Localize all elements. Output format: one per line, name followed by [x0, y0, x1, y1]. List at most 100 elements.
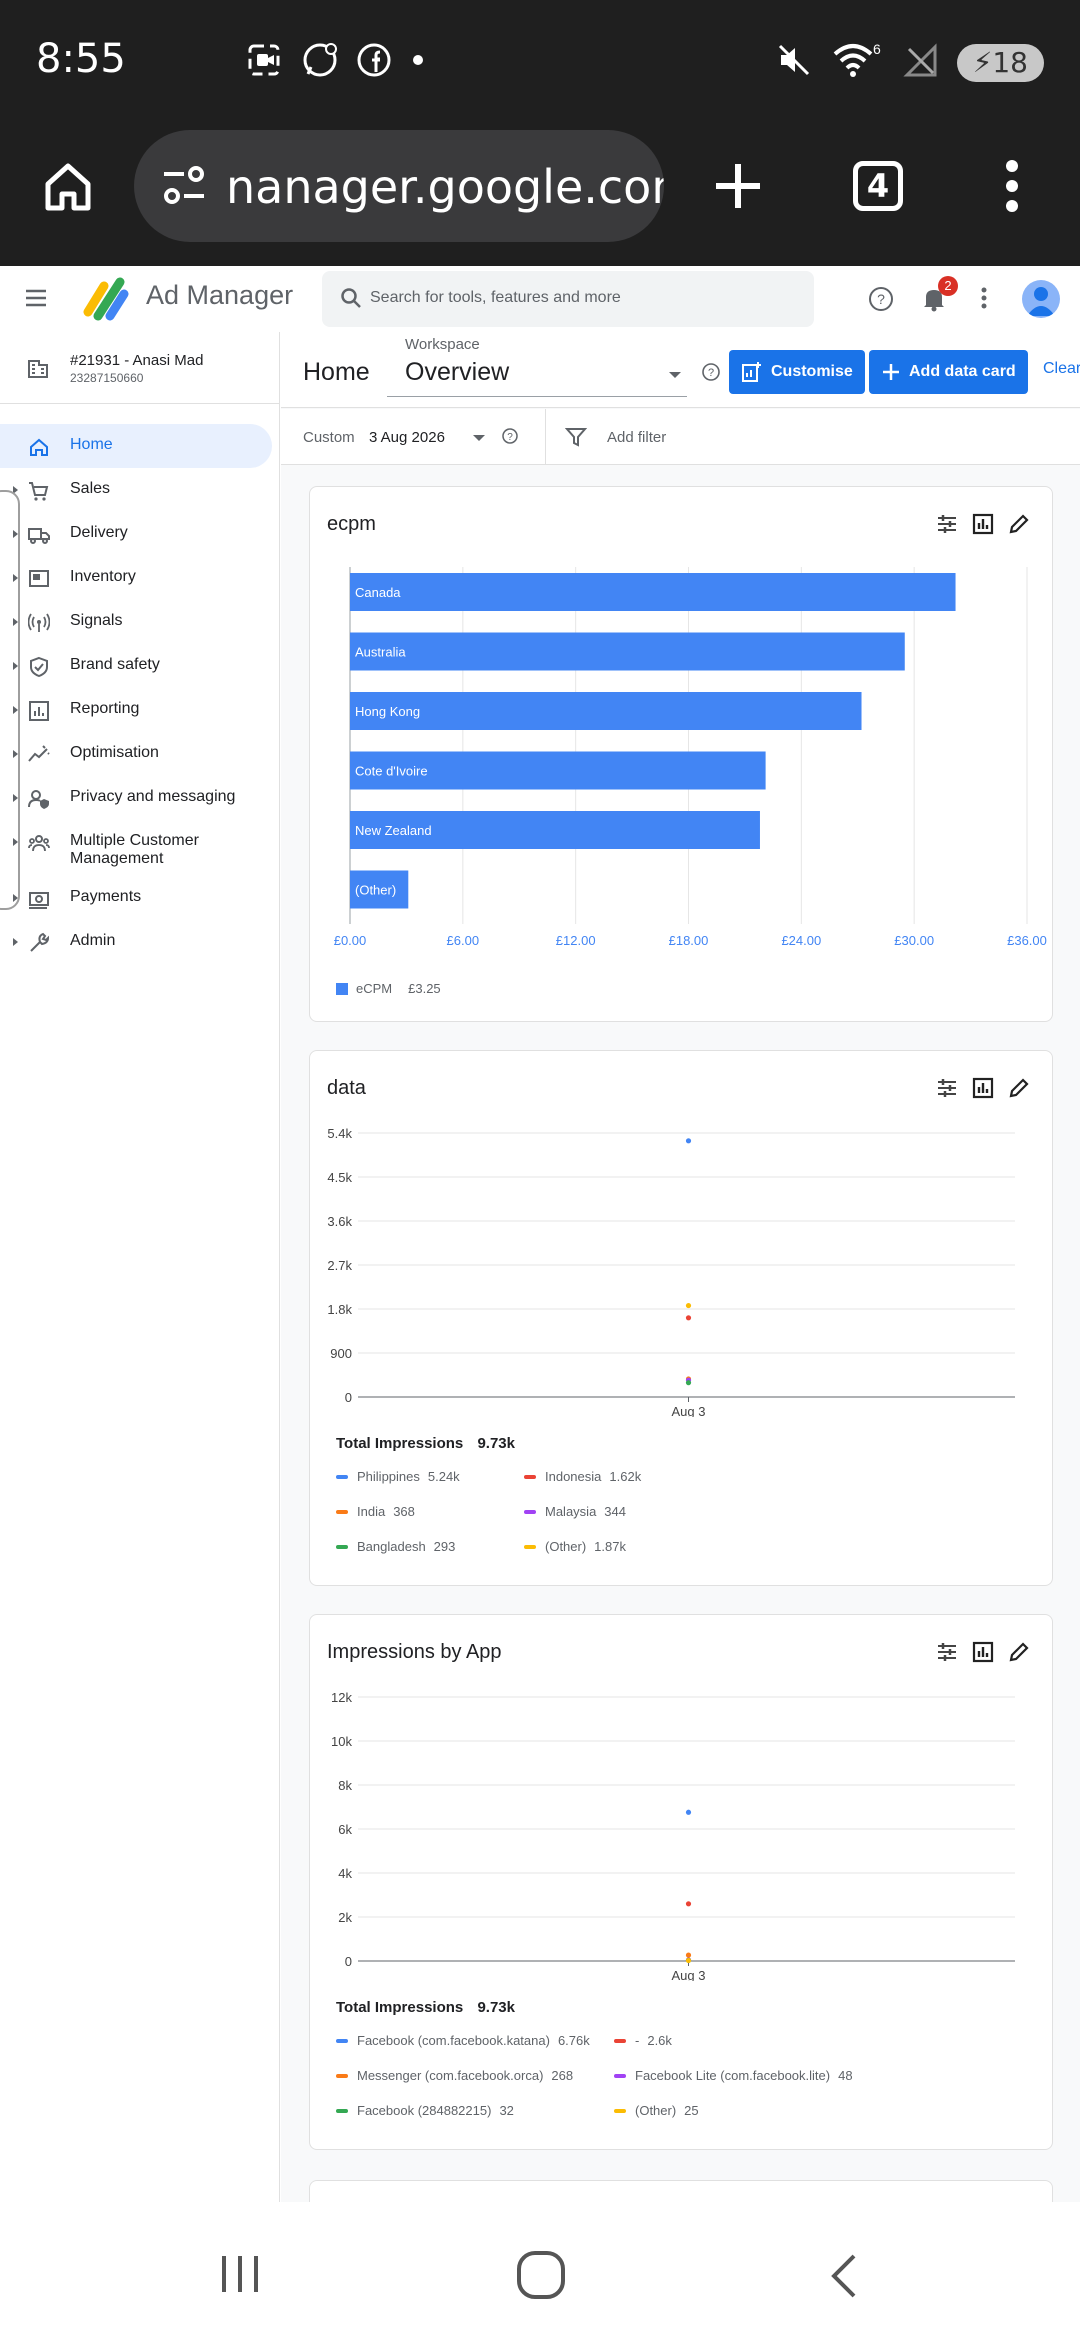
expand-arrow-icon[interactable] — [13, 706, 18, 714]
legend-name: Philippines — [357, 1469, 420, 1484]
avatar[interactable] — [1022, 280, 1060, 318]
legend-item[interactable]: Facebook (com.facebook.katana) 6.76k — [336, 2033, 590, 2048]
bar[interactable] — [350, 751, 766, 790]
expand-arrow-icon[interactable] — [13, 574, 18, 582]
wifi-badge: 6 — [873, 41, 881, 57]
back-button[interactable] — [826, 2252, 862, 2305]
chart-type-icon[interactable] — [972, 1077, 994, 1099]
app-more-button[interactable] — [980, 286, 988, 310]
expand-arrow-icon[interactable] — [13, 750, 18, 758]
date-range-select[interactable]: 3 Aug 2026 — [369, 429, 445, 446]
system-home-button[interactable] — [516, 2250, 566, 2305]
legend-item[interactable]: Messenger (com.facebook.orca) 268 — [336, 2068, 573, 2083]
chart-type-icon[interactable] — [972, 1641, 994, 1663]
x-tick-label: Aug 3 — [672, 1968, 706, 1981]
legend-item[interactable]: (Other) 25 — [614, 2103, 699, 2118]
new-tab-button[interactable] — [702, 150, 774, 222]
sidebar-item-privacy-and-messaging[interactable]: Privacy and messaging — [0, 776, 272, 820]
total-impressions: Total Impressions 9.73k — [336, 1435, 515, 1452]
bar[interactable] — [350, 811, 760, 849]
site-settings-icon[interactable] — [158, 160, 210, 217]
sidebar-item-inventory[interactable]: Inventory — [0, 556, 272, 600]
edge-handle[interactable] — [0, 490, 20, 910]
expand-arrow-icon[interactable] — [13, 486, 18, 494]
y-tick-label: 2.7k — [327, 1258, 352, 1273]
address-bar[interactable]: nanager.google.com — [134, 130, 664, 242]
sidebar-item-payments[interactable]: Payments — [0, 876, 272, 920]
date-help-icon[interactable]: ? — [501, 427, 519, 450]
data-point[interactable] — [685, 1809, 692, 1815]
legend-item[interactable]: Bangladesh 293 — [336, 1539, 455, 1554]
sidebar-item-sales[interactable]: Sales — [0, 468, 272, 512]
legend-item[interactable]: (Other) 1.87k — [524, 1539, 626, 1554]
legend-item[interactable]: Facebook (284882215) 32 — [336, 2103, 514, 2118]
browser-home-button[interactable] — [32, 150, 104, 222]
legend-swatch — [336, 2073, 348, 2078]
dropdown-arrow-icon[interactable] — [669, 372, 681, 378]
data-point[interactable] — [685, 1957, 692, 1964]
expand-arrow-icon[interactable] — [13, 530, 18, 538]
data-point[interactable] — [685, 1952, 692, 1958]
data-point[interactable] — [685, 1380, 692, 1386]
tune-icon[interactable] — [936, 513, 958, 535]
expand-arrow-icon[interactable] — [13, 938, 18, 946]
sidebar-item-signals[interactable]: Signals — [0, 600, 272, 644]
sidebar-item-brand-safety[interactable]: Brand safety — [0, 644, 272, 688]
search-input[interactable]: Search for tools, features and more — [322, 271, 814, 327]
date-range-label: Custom — [303, 429, 355, 446]
x-tick-label: Aug 3 — [672, 1404, 706, 1417]
data-point[interactable] — [685, 1302, 692, 1309]
data-point[interactable] — [685, 1138, 692, 1144]
edit-icon[interactable] — [1008, 513, 1030, 535]
sidebar-item-reporting[interactable]: Reporting — [0, 688, 272, 732]
customise-button[interactable]: Customise — [729, 350, 865, 394]
sidebar-item-home[interactable]: Home — [0, 424, 272, 468]
edit-icon[interactable] — [1008, 1077, 1030, 1099]
y-tick-label: 1.8k — [327, 1302, 352, 1317]
legend-value: 2.6k — [647, 2033, 672, 2048]
sidebar-item-admin[interactable]: Admin — [0, 920, 272, 964]
legend-value: 293 — [433, 1539, 456, 1554]
help-button[interactable]: ? — [868, 286, 894, 312]
legend-item[interactable]: -2.6k — [614, 2033, 672, 2048]
expand-arrow-icon[interactable] — [13, 794, 18, 802]
menu-button[interactable] — [24, 286, 48, 310]
legend-item[interactable]: India 368 — [336, 1504, 415, 1519]
legend-item[interactable]: Philippines 5.24k — [336, 1469, 460, 1484]
tune-icon[interactable] — [936, 1077, 958, 1099]
signal-icon — [903, 41, 939, 84]
total-label: Total Impressions — [336, 1435, 464, 1452]
tab-switcher-button[interactable]: 4 — [842, 150, 914, 222]
browser-menu-button[interactable] — [976, 150, 1048, 222]
expand-arrow-icon[interactable] — [13, 662, 18, 670]
bar[interactable] — [350, 692, 862, 730]
bar[interactable] — [350, 573, 956, 611]
bar[interactable] — [350, 632, 905, 671]
bar[interactable] — [350, 870, 409, 909]
filter-icon[interactable] — [564, 426, 588, 453]
legend-item[interactable]: Indonesia 1.62k — [524, 1469, 641, 1484]
data-point[interactable] — [685, 1315, 692, 1321]
sidebar-item-optimisation[interactable]: Optimisation — [0, 732, 272, 776]
clear-button[interactable]: Clear — [1043, 360, 1080, 377]
chart-type-icon[interactable] — [972, 513, 994, 535]
account-switcher[interactable]: #21931 - Anasi Mad 23287150660 — [0, 332, 280, 404]
sidebar-item-delivery[interactable]: Delivery — [0, 512, 272, 556]
optimisation-icon — [28, 745, 50, 762]
legend-name: (Other) — [635, 2103, 677, 2118]
expand-arrow-icon[interactable] — [13, 618, 18, 626]
add-filter-button[interactable]: Add filter — [607, 429, 667, 446]
notifications-button[interactable] — [922, 286, 946, 312]
legend-item[interactable]: Malaysia 344 — [524, 1504, 626, 1519]
tune-icon[interactable] — [936, 1641, 958, 1663]
workspace-select[interactable]: Overview — [405, 358, 510, 386]
date-dropdown-icon[interactable] — [473, 435, 485, 441]
workspace-help-icon[interactable]: ? — [701, 362, 721, 387]
data-point[interactable] — [685, 1901, 692, 1907]
sidebar-item-multiple-customer-management[interactable]: Multiple Customer Management — [0, 820, 272, 867]
expand-arrow-icon[interactable] — [13, 838, 18, 846]
add-data-card-button[interactable]: Add data card — [869, 350, 1028, 394]
recents-button[interactable] — [218, 2252, 262, 2301]
edit-icon[interactable] — [1008, 1641, 1030, 1663]
legend-item[interactable]: Facebook Lite (com.facebook.lite) 48 — [614, 2068, 853, 2083]
